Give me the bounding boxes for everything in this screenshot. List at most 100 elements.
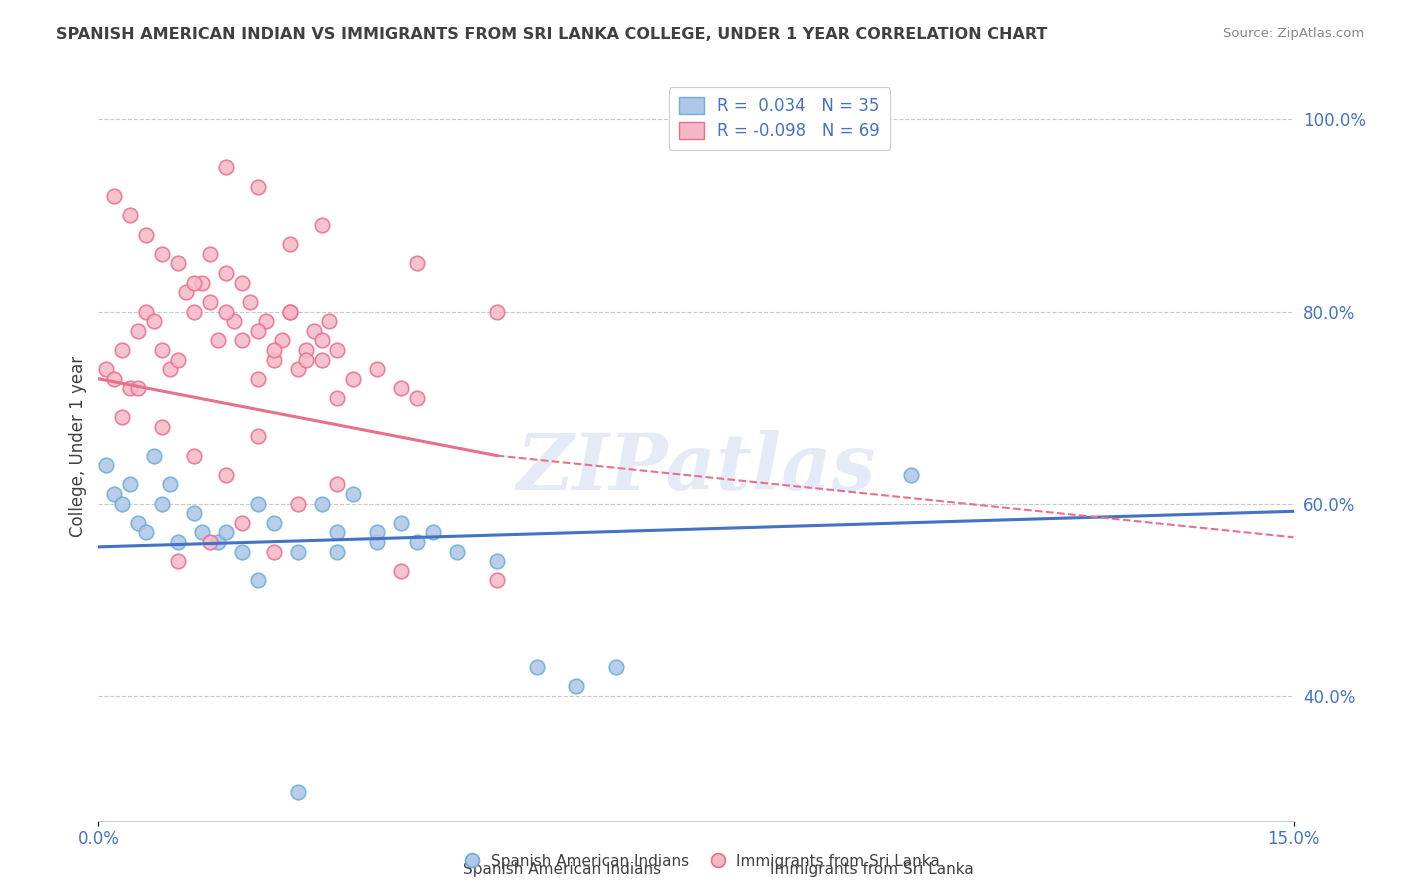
Point [159,362,181,376]
Point [215,467,238,482]
Point [326,391,349,405]
Point [120,477,142,491]
Text: Immigrants from Sri Lanka: Immigrants from Sri Lanka [770,863,973,877]
Point [150,343,173,357]
Point [389,564,412,578]
Point [326,525,349,540]
Point [183,304,205,318]
Point [366,362,388,376]
Point [103,372,125,386]
Point [231,334,253,348]
Point [191,525,214,540]
Point [246,429,269,443]
Point [183,276,205,290]
Text: SPANISH AMERICAN INDIAN VS IMMIGRANTS FROM SRI LANKA COLLEGE, UNDER 1 YEAR CORRE: SPANISH AMERICAN INDIAN VS IMMIGRANTS FR… [56,27,1047,42]
Point [127,381,149,395]
Point [287,362,309,376]
Point [198,247,221,261]
Point [159,477,181,491]
Point [183,506,205,520]
Point [278,304,301,318]
Point [342,487,364,501]
Point [485,574,508,588]
Point [246,179,269,194]
Point [342,372,364,386]
Point [406,391,429,405]
Point [198,294,221,309]
Point [326,544,349,558]
Point [111,410,134,425]
Point [215,525,238,540]
Point [406,535,429,549]
Point [270,334,292,348]
Point [127,324,149,338]
Point [263,343,285,357]
Point [294,352,316,367]
Point [366,525,388,540]
Point [485,554,508,568]
Point [167,352,190,367]
Point [143,449,166,463]
Point [231,276,253,290]
Point [389,516,412,530]
Point [167,535,190,549]
Point [103,487,125,501]
Point [287,497,309,511]
Point [231,544,253,558]
Point [127,516,149,530]
Point [207,535,229,549]
Point [263,516,285,530]
Point [422,525,444,540]
Point [287,785,309,799]
Point [311,334,333,348]
Point [302,324,325,338]
Point [900,467,922,482]
Point [278,304,301,318]
Point [183,449,205,463]
Point [278,237,301,252]
Point [326,477,349,491]
Point [111,343,134,357]
Point [222,314,245,328]
Point [389,381,412,395]
Point [246,324,269,338]
Text: ZIPatlas: ZIPatlas [516,430,876,507]
Point [167,554,190,568]
Point [111,497,134,511]
Point [96,458,118,473]
Point [294,343,316,357]
Text: Source: ZipAtlas.com: Source: ZipAtlas.com [1223,27,1364,40]
Point [526,660,548,674]
Point [254,314,277,328]
Point [120,209,142,223]
Legend: Spanish American Indians, Immigrants from Sri Lanka: Spanish American Indians, Immigrants fro… [460,848,946,875]
Point [150,247,173,261]
Y-axis label: College, Under 1 year: College, Under 1 year [69,355,87,537]
Point [215,266,238,280]
Point [135,525,157,540]
Point [215,161,238,175]
Point [311,218,333,232]
Point [311,352,333,367]
Point [605,660,627,674]
Point [120,381,142,395]
Point [198,535,221,549]
Text: Spanish American Indians: Spanish American Indians [464,863,661,877]
Point [263,352,285,367]
Point [485,304,508,318]
Point [231,516,253,530]
Point [150,497,173,511]
Point [207,334,229,348]
Point [311,497,333,511]
Point [96,362,118,376]
Point [103,189,125,203]
Point [135,304,157,318]
Point [246,372,269,386]
Point [565,679,588,693]
Point [174,285,197,300]
Point [263,544,285,558]
Point [191,276,214,290]
Point [239,294,262,309]
Point [150,419,173,434]
Point [446,544,468,558]
